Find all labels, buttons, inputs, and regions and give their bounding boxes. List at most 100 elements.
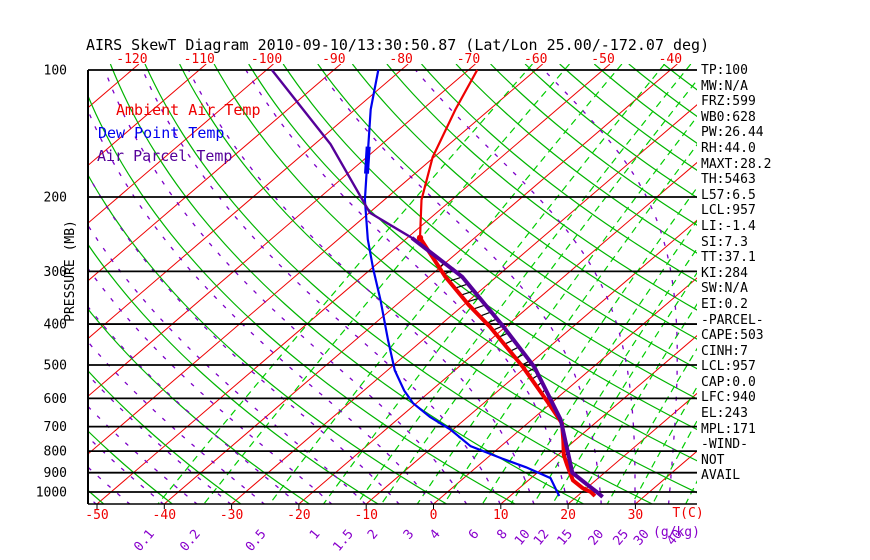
dry-adiabat-line: [559, 64, 697, 171]
bottom-temp-tick: -30: [220, 508, 243, 523]
stat-line: WB0:628: [701, 109, 756, 125]
dry-adiabat-line: [490, 64, 697, 226]
pressure-tick-label: 900: [44, 466, 67, 481]
chart-title: AIRS SkewT Diagram 2010-09-10/13:30:50.8…: [86, 36, 710, 54]
isotherm-line: [88, 64, 207, 167]
moist-adiabat-line: [88, 173, 400, 504]
mixing-ratio-label: 4: [427, 527, 444, 543]
pressure-tick-label: 400: [44, 318, 67, 333]
isotherm-line: [365, 219, 697, 504]
stat-line: TH:5463: [701, 172, 756, 188]
mixing-ratio-line: [532, 247, 697, 504]
stat-line: SI:7.3: [701, 234, 748, 250]
isotherm-line: [231, 104, 697, 504]
mixing-ratio-label: 2: [365, 527, 382, 543]
stat-line: EI:0.2: [701, 296, 748, 312]
stat-line: CINH:7: [701, 343, 748, 359]
dew-point-curve: [363, 69, 561, 497]
dry-adiabat-line: [88, 243, 379, 504]
bottom-temp-tick: -10: [354, 508, 377, 523]
mixing-ratio-line: [551, 271, 697, 504]
stat-line: FRZ:599: [701, 94, 756, 110]
top-temp-tick: -60: [524, 52, 547, 67]
mixing-ratio-line: [203, 64, 570, 504]
mixing-ratio-line: [510, 219, 697, 504]
dry-adiabat-line: [88, 173, 447, 504]
stat-line: LFC:940: [701, 390, 756, 406]
stat-line: NOT: [701, 452, 725, 468]
dry-adiabat-line: [88, 94, 516, 504]
mixing-ratio-line: [157, 64, 533, 504]
temp-axis-label: T(C): [672, 506, 703, 521]
isotherm-line: [88, 64, 409, 340]
isotherm-line: [567, 392, 697, 504]
stat-line: L57:6.5: [701, 187, 756, 203]
mixing-ratio-label: 25: [611, 527, 633, 549]
dry-adiabat-line: [144, 64, 653, 504]
bottom-temp-tick: 10: [493, 508, 509, 523]
mixing-ratio-label: 15: [555, 527, 577, 549]
stat-line: TT:37.1: [701, 250, 756, 266]
dry-adiabat-line: [351, 64, 697, 340]
mixing-ratio-label: 3: [401, 527, 418, 543]
pressure-tick-label: 700: [44, 420, 67, 435]
pressure-tick-label: 1000: [36, 486, 67, 501]
moist-adiabat-line: [88, 340, 266, 504]
stat-line: MW:N/A: [701, 78, 748, 94]
stat-line: CAPE:503: [701, 328, 764, 344]
mixing-ratio-line: [606, 347, 697, 504]
bottom-temp-tick: -40: [153, 508, 176, 523]
top-temp-tick: -90: [322, 52, 345, 67]
stat-line: MPL:171: [701, 421, 756, 437]
stat-line: SW:N/A: [701, 281, 748, 297]
moist-adiabat-line: [88, 108, 434, 504]
dry-adiabat-line: [248, 64, 697, 431]
mixing-ratio-label: 12: [531, 527, 553, 549]
mixing-ratio-line: [356, 64, 692, 504]
mixing-ratio-label: 10: [512, 527, 534, 549]
isotherm-line: [88, 64, 476, 397]
stats-panel: TP:100 MW:N/A FRZ:599 WB0:628 PW:26.44 RH:44.…: [701, 63, 771, 484]
pressure-axis-label: PRESSURE (MB): [63, 220, 78, 322]
moist-adiabat-line: [142, 69, 501, 504]
legend-air-parcel-temp: Air Parcel Temp: [97, 147, 233, 165]
isotherm-line: [96, 64, 611, 504]
isotherm-line: [500, 335, 697, 504]
mixing-ratio-line: [269, 64, 623, 504]
mixing-ratio-label: 0.5: [243, 527, 270, 555]
bottom-temp-tick: -20: [287, 508, 310, 523]
top-temp-tick: -70: [457, 52, 480, 67]
bottom-temp-tick: 30: [628, 508, 644, 523]
mixing-ratio-label: 1.5: [330, 527, 357, 555]
moist-adiabat-line: [188, 69, 535, 504]
stat-line: CAP:0.0: [701, 374, 756, 390]
legend-dew-point-temp: Dew Point Temp: [98, 124, 225, 142]
top-temp-tick: -80: [389, 52, 412, 67]
moist-adiabat-line: [245, 69, 569, 504]
stat-line: -PARCEL-: [701, 312, 764, 328]
dry-adiabat-line: [421, 64, 697, 283]
stat-line: EL:243: [701, 406, 748, 422]
mixing-ratio-label: 6: [466, 527, 483, 543]
pressure-tick-label: 100: [44, 64, 67, 79]
top-temp-tick: -100: [251, 52, 282, 67]
moist-adiabat-line: [415, 69, 636, 504]
mixing-ratio-line: [380, 79, 697, 504]
top-temp-tick: -120: [116, 52, 147, 67]
stat-line: RH:44.0: [701, 140, 756, 156]
sounding-curves: [270, 69, 604, 499]
mixing-ratio-line: [323, 64, 666, 504]
mixing-axis-label: (g/kg): [653, 525, 700, 540]
isotherm-line: [88, 64, 544, 455]
legend-ambient-air-temp: Ambient Air Temp: [116, 101, 261, 119]
dew-point-thick-segment: [364, 146, 371, 174]
parcel-temp-curve-thick: [410, 236, 604, 499]
isotherm-line: [163, 64, 678, 504]
stat-line: MAXT:28.2: [701, 156, 772, 172]
isotherm-line: [0, 64, 72, 504]
stat-line: LCL:957: [701, 359, 756, 375]
pressure-tick-label: 800: [44, 445, 67, 460]
dry-adiabat-line: [317, 64, 697, 370]
